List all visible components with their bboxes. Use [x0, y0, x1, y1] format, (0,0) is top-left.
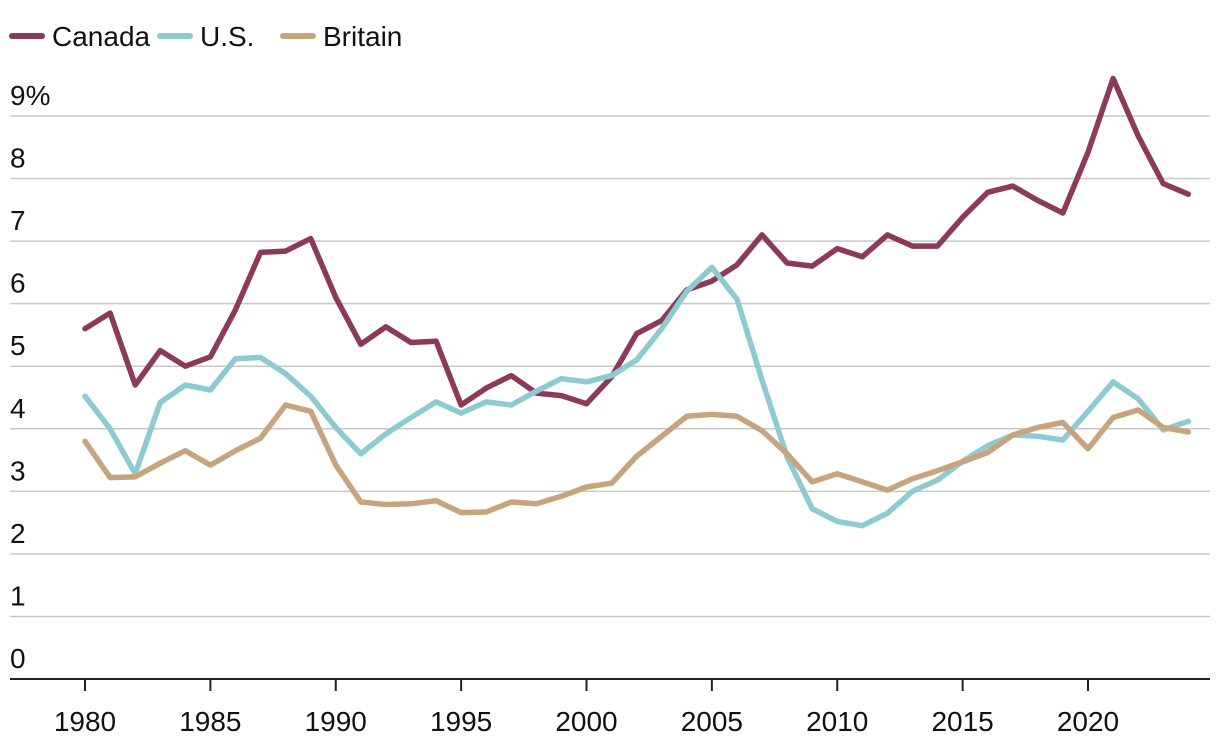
x-tick-label: 2005 — [681, 706, 743, 737]
series-line-us — [82, 264, 1192, 529]
x-tick-label: 1980 — [54, 706, 116, 737]
y-tick-label: 2 — [10, 518, 26, 549]
y-tick-label: 4 — [10, 393, 26, 424]
y-tick-label: 5 — [10, 330, 26, 361]
series-lines — [82, 75, 1192, 529]
legend-label-britain: Britain — [323, 21, 402, 52]
legend-label-us: U.S. — [200, 21, 254, 52]
y-tick-label: 8 — [10, 143, 26, 174]
y-tick-label: 3 — [10, 455, 26, 486]
y-tick-label: 7 — [10, 205, 26, 236]
gridlines — [10, 115, 1210, 618]
x-axis-labels: 1980 1985 1990 1995 2000 2005 2010 2015 2020 — [54, 679, 1119, 737]
y-tick-label: 1 — [10, 580, 26, 611]
legend-label-canada: Canada — [52, 21, 151, 52]
y-tick-label: 9% — [10, 80, 50, 111]
x-tick-label: 2015 — [931, 706, 993, 737]
y-axis-labels: 0 1 2 3 4 5 6 7 8 9% — [10, 80, 50, 674]
x-tick-label: 2010 — [806, 706, 868, 737]
series-line-canada — [82, 75, 1192, 408]
x-tick-label: 2020 — [1057, 706, 1119, 737]
x-tick-label: 1985 — [179, 706, 241, 737]
y-tick-label: 0 — [10, 643, 26, 674]
y-tick-label: 6 — [10, 268, 26, 299]
series-line-britain — [82, 402, 1192, 516]
legend: Canada U.S. Britain — [9, 21, 402, 52]
x-tick-label: 1995 — [430, 706, 492, 737]
x-tick-label: 2000 — [555, 706, 617, 737]
x-tick-label: 1990 — [305, 706, 367, 737]
